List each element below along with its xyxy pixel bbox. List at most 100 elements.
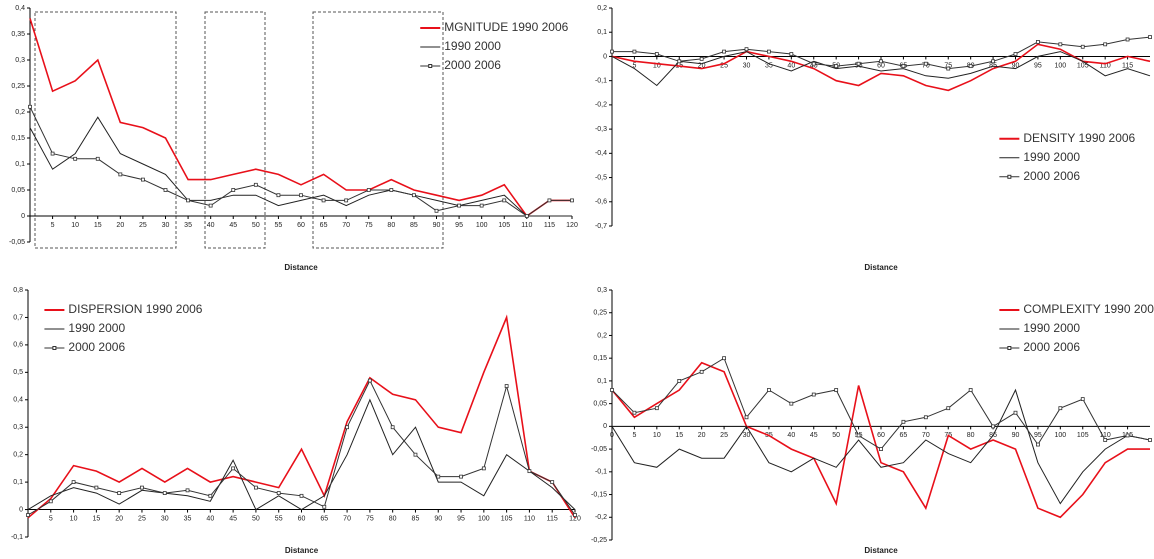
point-marker	[789, 401, 794, 406]
x-axis-title: Distance	[285, 546, 319, 555]
point-marker	[923, 415, 928, 420]
y-tick-label: 0	[603, 53, 607, 60]
point-marker	[547, 198, 552, 203]
x-tick-label: 40	[787, 62, 795, 69]
point-marker	[276, 491, 281, 495]
point-marker	[879, 59, 883, 64]
x-tick-label: 30	[743, 62, 751, 69]
point-marker	[457, 203, 461, 208]
x-tick-label: 50	[252, 222, 260, 229]
point-marker	[73, 156, 78, 161]
y-tick-label: 0,7	[13, 314, 23, 321]
x-tick-label: 10	[653, 432, 661, 439]
legend-marker	[52, 346, 57, 350]
x-tick-label: 5	[632, 432, 636, 439]
point-marker	[654, 406, 659, 411]
legend-label: DENSITY 1990 2006	[1023, 131, 1135, 145]
x-tick-label: 110	[524, 515, 535, 522]
point-marker	[901, 419, 906, 424]
x-tick-label: 70	[922, 432, 930, 439]
x-tick-label: 100	[478, 515, 490, 522]
x-tick-label: 20	[116, 222, 124, 229]
point-marker	[413, 452, 418, 457]
x-tick-label: 45	[229, 515, 237, 522]
series-line	[611, 388, 1151, 505]
point-marker	[722, 356, 726, 361]
y-tick-label: 0,8	[13, 287, 23, 294]
point-marker	[1125, 433, 1130, 438]
point-marker	[140, 485, 144, 490]
x-tick-label: 80	[389, 515, 397, 522]
legend-marker	[428, 64, 433, 68]
point-marker	[1125, 37, 1130, 42]
x-tick-label: 10	[70, 515, 78, 522]
x-tick-label: 25	[139, 222, 147, 229]
x-tick-label: 90	[433, 222, 441, 229]
y-tick-label: -0,15	[591, 491, 607, 498]
point-marker	[1058, 406, 1063, 411]
y-tick-label: 0,2	[13, 452, 23, 459]
x-tick-label: 45	[229, 222, 237, 229]
legend-label: 2000 2006	[444, 58, 501, 72]
point-marker	[923, 61, 928, 66]
point-marker	[254, 485, 258, 490]
y-tick-label: 0,4	[15, 5, 25, 12]
x-tick-label: 105	[1077, 432, 1089, 439]
x-tick-label: 90	[1012, 62, 1020, 69]
y-tick-label: -0,3	[595, 126, 607, 133]
x-tick-label: 15	[675, 432, 683, 439]
x-axis-title: Distance	[864, 546, 898, 555]
point-marker	[436, 474, 441, 479]
y-tick-label: -0,5	[595, 174, 607, 181]
x-tick-label: 95	[1034, 62, 1042, 69]
y-tick-label: 0,3	[13, 424, 23, 431]
point-marker	[946, 66, 951, 71]
y-tick-label: 0,3	[597, 287, 607, 294]
x-tick-label: 30	[161, 515, 169, 522]
point-marker	[117, 491, 122, 495]
x-tick-label: 50	[832, 432, 840, 439]
y-tick-label: 0,35	[11, 31, 25, 38]
legend-label: 1990 2000	[444, 39, 501, 53]
y-tick-label: 0,1	[13, 479, 23, 486]
point-marker	[654, 52, 659, 56]
point-marker	[321, 198, 326, 203]
point-marker	[524, 214, 529, 218]
x-tick-label: 115	[544, 222, 555, 229]
series-line	[611, 361, 1150, 519]
point-marker	[481, 466, 486, 471]
point-marker	[231, 188, 236, 192]
y-tick-label: 0,15	[593, 355, 607, 362]
x-tick-label: 25	[720, 62, 728, 69]
legend-label: DISPERSION 1990 2006	[68, 302, 202, 316]
x-tick-label: 25	[138, 515, 146, 522]
point-marker	[856, 433, 861, 438]
point-marker	[434, 208, 439, 213]
point-marker	[699, 369, 704, 374]
highlight-boxes	[34, 11, 444, 249]
point-marker	[856, 61, 861, 66]
x-tick-label: 65	[900, 432, 908, 439]
point-marker	[28, 104, 32, 109]
x-tick-label: 90	[1012, 432, 1020, 439]
point-marker	[811, 392, 816, 397]
legend-label: 1990 2000	[1023, 150, 1080, 164]
x-tick-label: 75	[366, 515, 374, 522]
point-marker	[968, 388, 973, 392]
x-tick-label: 75	[365, 222, 373, 229]
y-tick-label: 0	[19, 506, 23, 513]
x-tick-label: 0	[610, 432, 614, 439]
point-marker	[789, 52, 794, 56]
x-tick-label: 85	[410, 222, 418, 229]
point-marker	[504, 384, 509, 388]
x-tick-label: 100	[1054, 62, 1066, 69]
x-tick-label: 120	[569, 515, 581, 522]
point-marker	[722, 49, 726, 54]
point-marker	[632, 410, 637, 415]
x-tick-label: 10	[653, 62, 661, 69]
x-tick-label: 90	[434, 515, 442, 522]
x-tick-label: 80	[387, 222, 395, 229]
x-tick-label: 20	[115, 515, 123, 522]
x-tick-label: 60	[877, 432, 885, 439]
